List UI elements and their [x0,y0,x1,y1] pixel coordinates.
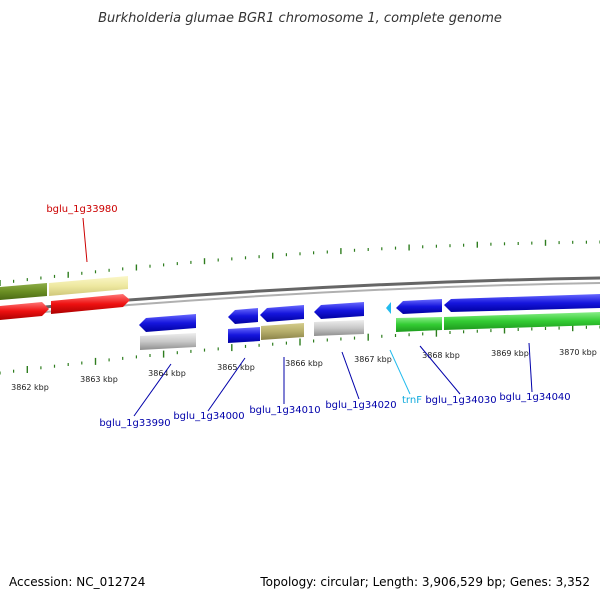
leader-line [419,345,461,395]
leader-line [528,342,533,393]
gene-label-bglu_1g33980: bglu_1g33980 [46,204,117,215]
kbp-label: 3864 kbp [148,369,186,378]
kbp-label: 3867 kbp [354,355,392,364]
blue-feature-2 [228,327,260,343]
green-gene-2 [444,312,600,330]
gene-label-trnF: trnF [402,395,422,406]
kbp-label: 3863 kbp [80,375,118,384]
genome-summary-text: Topology: circular; Length: 3,906,529 bp… [259,575,590,589]
kbp-label: 3869 kbp [491,349,529,358]
gray-feature-2 [314,320,364,336]
tan-feature [261,323,304,340]
blue-gene-bglu_1g34010 [260,305,304,322]
red-gene-2 [51,294,130,314]
gene-label-bglu_1g33990: bglu_1g33990 [99,418,170,429]
gene-label-bglu_1g34030: bglu_1g34030 [425,395,496,406]
leader-line [82,217,88,263]
outer-tick-ring [0,239,600,286]
trna-trnF [386,302,391,314]
blue-gene-bglu_1g34020 [314,302,364,319]
accession-text: Accession: NC_012724 [9,575,145,589]
kbp-scale-labels: 3862 kbp 3863 kbp 3864 kbp 3865 kbp 3866… [11,348,597,392]
olive-feature [0,283,47,300]
leader-line [341,351,360,400]
kbp-label: 3865 kbp [217,363,255,372]
blue-gene-bglu_1g34030 [396,299,442,314]
leader-line [207,357,246,412]
kbp-label: 3868 kbp [422,351,460,360]
gene-label-bglu_1g34000: bglu_1g34000 [173,411,244,422]
green-gene-1 [396,317,442,332]
leader-line [133,363,172,417]
leader-line [389,349,411,395]
gene-label-bglu_1g34040: bglu_1g34040 [499,392,570,403]
red-gene-1 [0,302,49,320]
kbp-label: 3862 kbp [11,383,49,392]
label-leaders [82,217,533,417]
inner-tick-ring [0,324,600,375]
gray-feature-1 [140,333,196,350]
kbp-label: 3866 kbp [285,359,323,368]
khaki-feature [49,276,128,296]
gene-label-bglu_1g34010: bglu_1g34010 [249,405,320,416]
blue-gene-bglu_1g34040 [444,294,600,312]
kbp-label: 3870 kbp [559,348,597,357]
blue-gene-bglu_1g33990 [139,314,196,332]
blue-gene-bglu_1g34000 [228,308,258,324]
map-title: Burkholderia glumae BGR1 chromosome 1, c… [98,11,502,26]
gene-label-bglu_1g34020: bglu_1g34020 [325,400,396,411]
